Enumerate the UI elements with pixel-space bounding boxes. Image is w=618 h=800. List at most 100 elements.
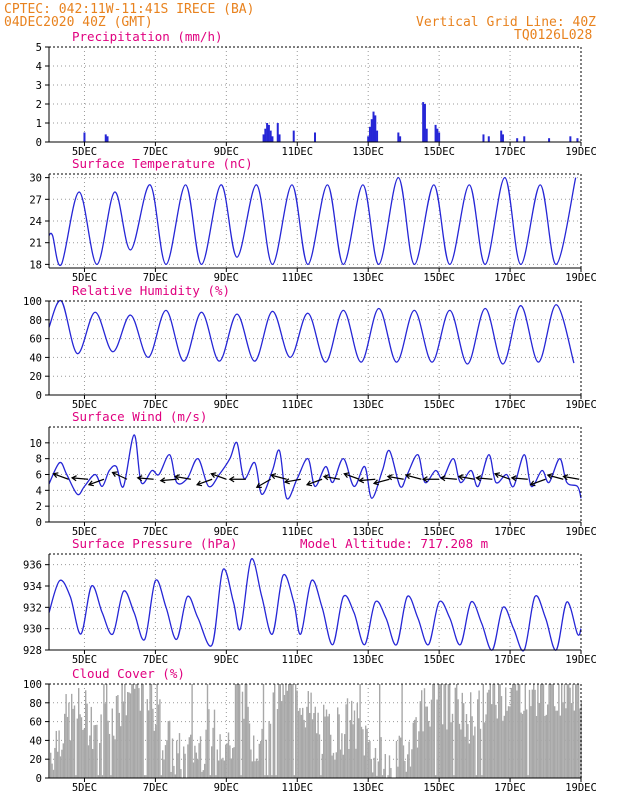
- cloud-bar: [145, 775, 147, 778]
- cloud-bar: [514, 684, 517, 778]
- cloud-bar: [234, 684, 237, 778]
- cloud-bar: [106, 684, 108, 778]
- wind-arrow: [323, 475, 340, 480]
- x-tick-label: 11DEC: [281, 399, 313, 411]
- cloud-bar: [449, 684, 451, 778]
- cloud-bar: [390, 767, 392, 778]
- cloud-bar: [349, 720, 351, 778]
- wind-arrow-head: [173, 474, 180, 481]
- cloud-bar: [272, 692, 274, 778]
- cloud-bar: [439, 684, 441, 778]
- cloud-bar: [338, 714, 340, 778]
- cloud-bar: [264, 775, 266, 778]
- y-tick-label: 4: [36, 485, 42, 497]
- cloud-bar: [458, 723, 461, 778]
- cloud-bar: [409, 766, 412, 778]
- cloud-bar: [503, 715, 505, 778]
- y-tick-label: 60: [29, 334, 42, 346]
- precip-title: Precipitation (mm/h): [72, 29, 223, 44]
- cloud-bar: [317, 712, 319, 778]
- cloud-bar: [292, 684, 294, 778]
- cloud-bar: [538, 702, 540, 778]
- cloud-bar: [344, 734, 346, 778]
- cloud-bar: [562, 702, 564, 778]
- pres-panel: 928 930 932 934 936 5DEC 7DEC 9DEC 11DEC 13DEC 15D…: [23, 536, 597, 666]
- cloud-bar: [225, 744, 227, 778]
- cloud-bar: [342, 754, 344, 778]
- cloud-bar: [69, 740, 71, 778]
- cloud-bar: [402, 745, 405, 778]
- cloud-bar: [276, 709, 279, 778]
- wind-arrow: [175, 475, 191, 480]
- cloud-bar: [337, 707, 339, 778]
- cloud-bar: [299, 708, 301, 778]
- precip-bar: [367, 136, 370, 142]
- cloud-bar: [363, 755, 365, 778]
- x-tick-label: 19DEC: [565, 654, 597, 666]
- cloud-bar: [453, 775, 455, 778]
- precip-bar: [434, 124, 437, 142]
- cloud-bar: [492, 684, 494, 778]
- cloud-bar: [173, 765, 175, 778]
- rh-panel: 0 20 40 60 80 100 5DEC 7DEC 9DEC 11DEC 13DEC 15DEC 1…: [23, 283, 597, 411]
- cloud-bar: [411, 749, 413, 778]
- cloud-bar: [400, 737, 402, 778]
- wind-arrow-head: [70, 475, 77, 482]
- cloud-bar: [313, 713, 315, 778]
- y-tick-label: 0: [36, 517, 42, 529]
- cloud-bar: [556, 710, 559, 778]
- cloud-bar: [83, 728, 85, 778]
- cloud-bar: [362, 729, 364, 778]
- cloud-bar: [265, 739, 267, 778]
- x-tick-label: 13DEC: [352, 782, 384, 794]
- cloud-bar: [198, 743, 200, 778]
- cloud-bar: [261, 728, 263, 778]
- wind-panel: 0 2 4 6 8 10 5DEC 7DEC 9DEC 11DEC 13DEC 15DEC 17DEC 1…: [29, 409, 596, 538]
- header-model: TQ0126L028: [514, 28, 592, 43]
- x-tick-label: 5DEC: [72, 146, 97, 158]
- cloud-bar: [519, 684, 521, 778]
- wind-arrow: [344, 473, 360, 480]
- cloud-bar: [569, 687, 571, 778]
- y-tick-label: 1: [36, 118, 42, 130]
- cloud-bar: [479, 728, 482, 778]
- precip-bar: [501, 134, 504, 142]
- cloud-bar: [566, 684, 568, 778]
- cloud-bar: [99, 742, 101, 778]
- x-tick-label: 13DEC: [352, 526, 384, 538]
- cloud-bar: [314, 706, 316, 778]
- cloud-bar: [51, 763, 53, 778]
- cloud-bar: [202, 770, 204, 778]
- cloud-bar: [246, 684, 248, 778]
- y-tick-label: 934: [23, 581, 42, 593]
- cloud-bar: [352, 724, 354, 778]
- cloud-bar: [540, 684, 542, 778]
- cloud-bar: [440, 684, 442, 778]
- precip-bar: [487, 136, 490, 142]
- wind-arrow-head: [386, 474, 393, 481]
- cloud-bar: [309, 712, 311, 778]
- cloud-bar: [374, 748, 377, 778]
- cloud-bar: [366, 728, 368, 778]
- cloud-bar: [302, 707, 304, 778]
- x-tick-label: 17DEC: [494, 654, 526, 666]
- wind-arrow-head: [159, 477, 166, 484]
- cloud-bar: [428, 721, 430, 778]
- y-tick-label: 6: [36, 470, 42, 482]
- wind-arrow: [72, 477, 89, 480]
- x-tick-label: 13DEC: [352, 146, 384, 158]
- cloud-bar: [54, 747, 56, 778]
- cloud-bar: [545, 714, 547, 778]
- cloud-bar: [570, 703, 573, 778]
- cloud-bar: [346, 698, 349, 778]
- y-tick-label: 21: [29, 238, 42, 250]
- cloud-bar: [171, 738, 174, 778]
- cloud-bar: [304, 727, 307, 778]
- cloud-bar: [219, 734, 221, 778]
- cloud-bar: [369, 740, 371, 778]
- x-tick-label: 7DEC: [143, 272, 168, 284]
- cloud-bar: [580, 701, 582, 778]
- wind-arrow-head: [343, 472, 350, 479]
- header-location: CPTEC: 042:11W-11:41S IRECE (BA): [4, 2, 254, 17]
- cloud-bar: [496, 718, 498, 778]
